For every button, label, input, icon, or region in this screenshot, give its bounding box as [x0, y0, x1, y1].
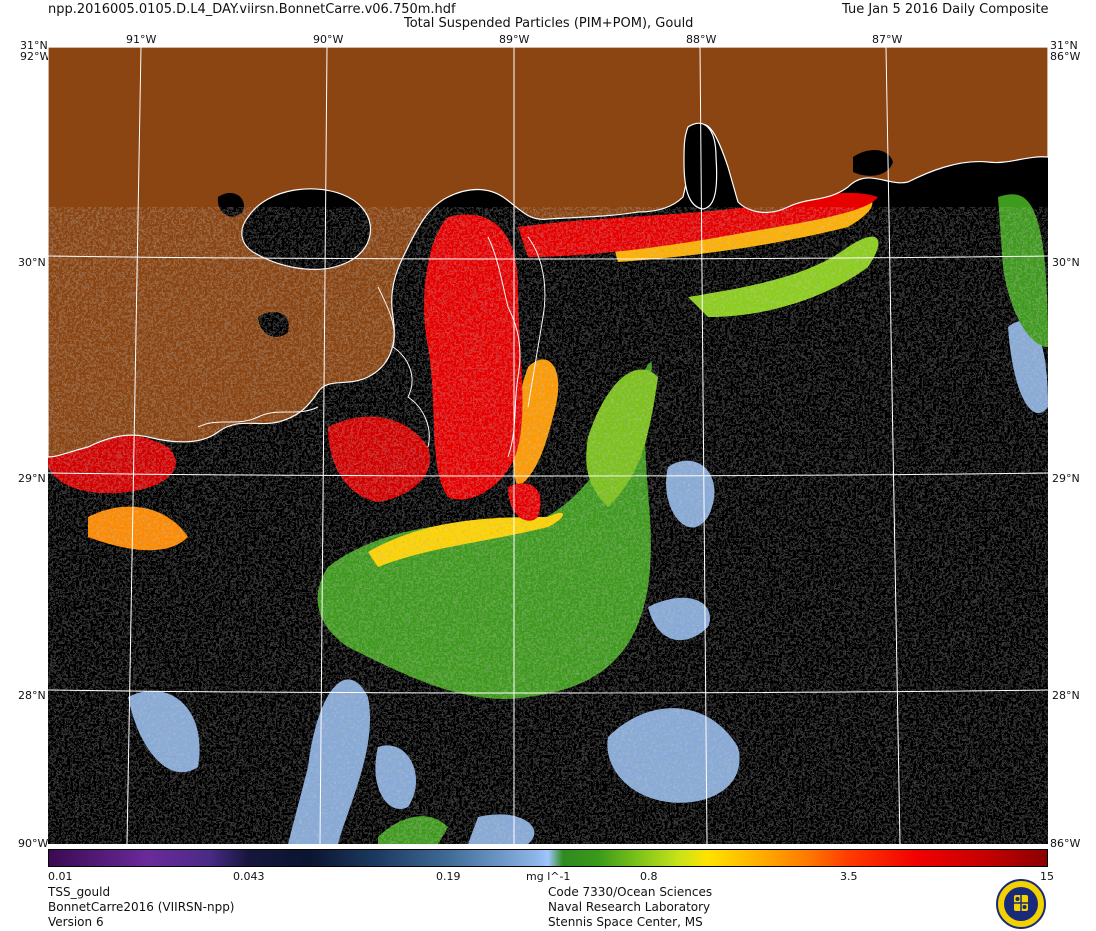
nrl-seal-icon: [996, 879, 1046, 929]
lat-label-28n-left: 28°N: [18, 689, 46, 702]
pensacola-bay: [853, 150, 893, 176]
footer-version: Version 6: [48, 915, 104, 929]
footer-product: TSS_gould: [48, 885, 111, 899]
corner-label-right-lon: 86°W: [1050, 50, 1081, 63]
tss-map-svg: [48, 47, 1048, 844]
lon-label-89w: 89°W: [499, 33, 530, 46]
lat-label-29n-right: 29°N: [1052, 472, 1080, 485]
file-name: npp.2016005.0105.D.L4_DAY.viirsn.BonnetC…: [48, 2, 456, 17]
lon-label-91w: 91°W: [126, 33, 157, 46]
footer-code: Code 7330/Ocean Sciences: [548, 885, 713, 899]
corner-label-right-lat: 31°N: [1050, 39, 1078, 52]
lon-label-90w: 90°W: [313, 33, 344, 46]
corner-label-left-lon: 92°W: [20, 50, 51, 63]
footer-dataset: BonnetCarre2016 (VIIRSN-npp): [48, 900, 235, 914]
lon-label-87w: 87°W: [872, 33, 903, 46]
lon-label-88w: 88°W: [686, 33, 717, 46]
lat-label-28n-right: 28°N: [1052, 689, 1080, 702]
footer-location: Stennis Space Center, MS: [548, 915, 703, 929]
footer-org: Naval Research Laboratory: [548, 900, 711, 914]
corner-label-right-bottom: 86°W: [1050, 837, 1081, 850]
pixel-noise: [48, 207, 1048, 844]
lat-label-29n-left: 29°N: [18, 472, 46, 485]
graticule: [48, 47, 1048, 844]
lat-label-30n-right: 30°N: [1052, 256, 1080, 269]
colorbar-tick-2: 0.19: [436, 870, 461, 883]
colorbar-tick-3: 0.8: [640, 870, 658, 883]
lat-label-30n-left: 30°N: [18, 256, 46, 269]
tss-map: [48, 47, 1048, 844]
colorbar-tick-0: 0.01: [48, 870, 73, 883]
corner-label-left-lat: 31°N: [20, 39, 48, 52]
colorbar: [48, 849, 1048, 867]
colorbar-tick-4: 3.5: [840, 870, 858, 883]
map-title: Total Suspended Particles (PIM+POM), Gou…: [404, 16, 694, 31]
composite-date: Tue Jan 5 2016 Daily Composite: [842, 2, 1049, 17]
corner-label-left-bottom: 90°W: [18, 837, 49, 850]
colorbar-tick-5: 15: [1040, 870, 1054, 883]
colorbar-units: mg l^-1: [526, 870, 571, 883]
colorbar-tick-1: 0.043: [233, 870, 265, 883]
